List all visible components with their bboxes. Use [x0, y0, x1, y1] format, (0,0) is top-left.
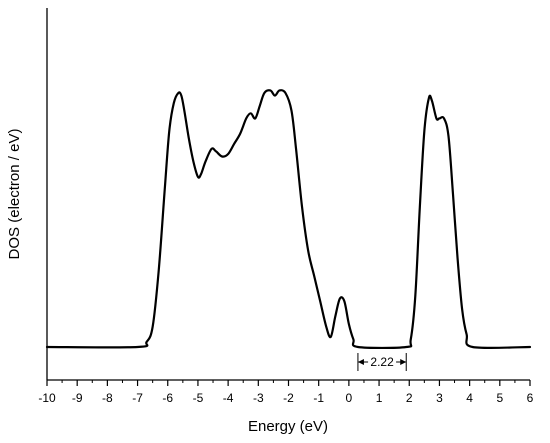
- x-tick-label: -4: [223, 391, 234, 405]
- x-tick-label: 1: [376, 391, 383, 405]
- x-tick-label: -7: [132, 391, 143, 405]
- dos-series-line: [45, 89, 532, 350]
- y-axis-title: DOS (electron / eV): [6, 129, 23, 260]
- x-tick-label: 0: [346, 391, 353, 405]
- x-tick-label: -8: [102, 391, 113, 405]
- axes: [46, 8, 530, 381]
- x-tick-label: -3: [253, 391, 264, 405]
- x-tick-label: -1: [313, 391, 324, 405]
- x-tick-label: -2: [283, 391, 294, 405]
- x-tick-label: -6: [162, 391, 173, 405]
- x-tick-label: 5: [496, 391, 503, 405]
- x-tick-label: -5: [193, 391, 204, 405]
- x-tick-label: 2: [406, 391, 413, 405]
- x-ticks: [46, 380, 531, 386]
- x-tick-label: -10: [38, 391, 56, 405]
- x-tick-label: 3: [436, 391, 443, 405]
- x-tick-label: -9: [72, 391, 83, 405]
- gap-arrowhead-left: [357, 359, 364, 365]
- gap-arrowhead-right: [400, 359, 407, 365]
- x-tick-label: 4: [466, 391, 473, 405]
- gap-label: 2.22: [370, 355, 394, 369]
- x-tick-labels: -10 -9 -8 -7 -6 -5 -4 -3 -2 -1 0 1 2 3 4 5 6: [38, 391, 533, 405]
- x-tick-label: 6: [527, 391, 534, 405]
- band-gap-annotation: 2.22: [357, 353, 407, 371]
- x-axis-title: Energy (eV): [248, 418, 328, 435]
